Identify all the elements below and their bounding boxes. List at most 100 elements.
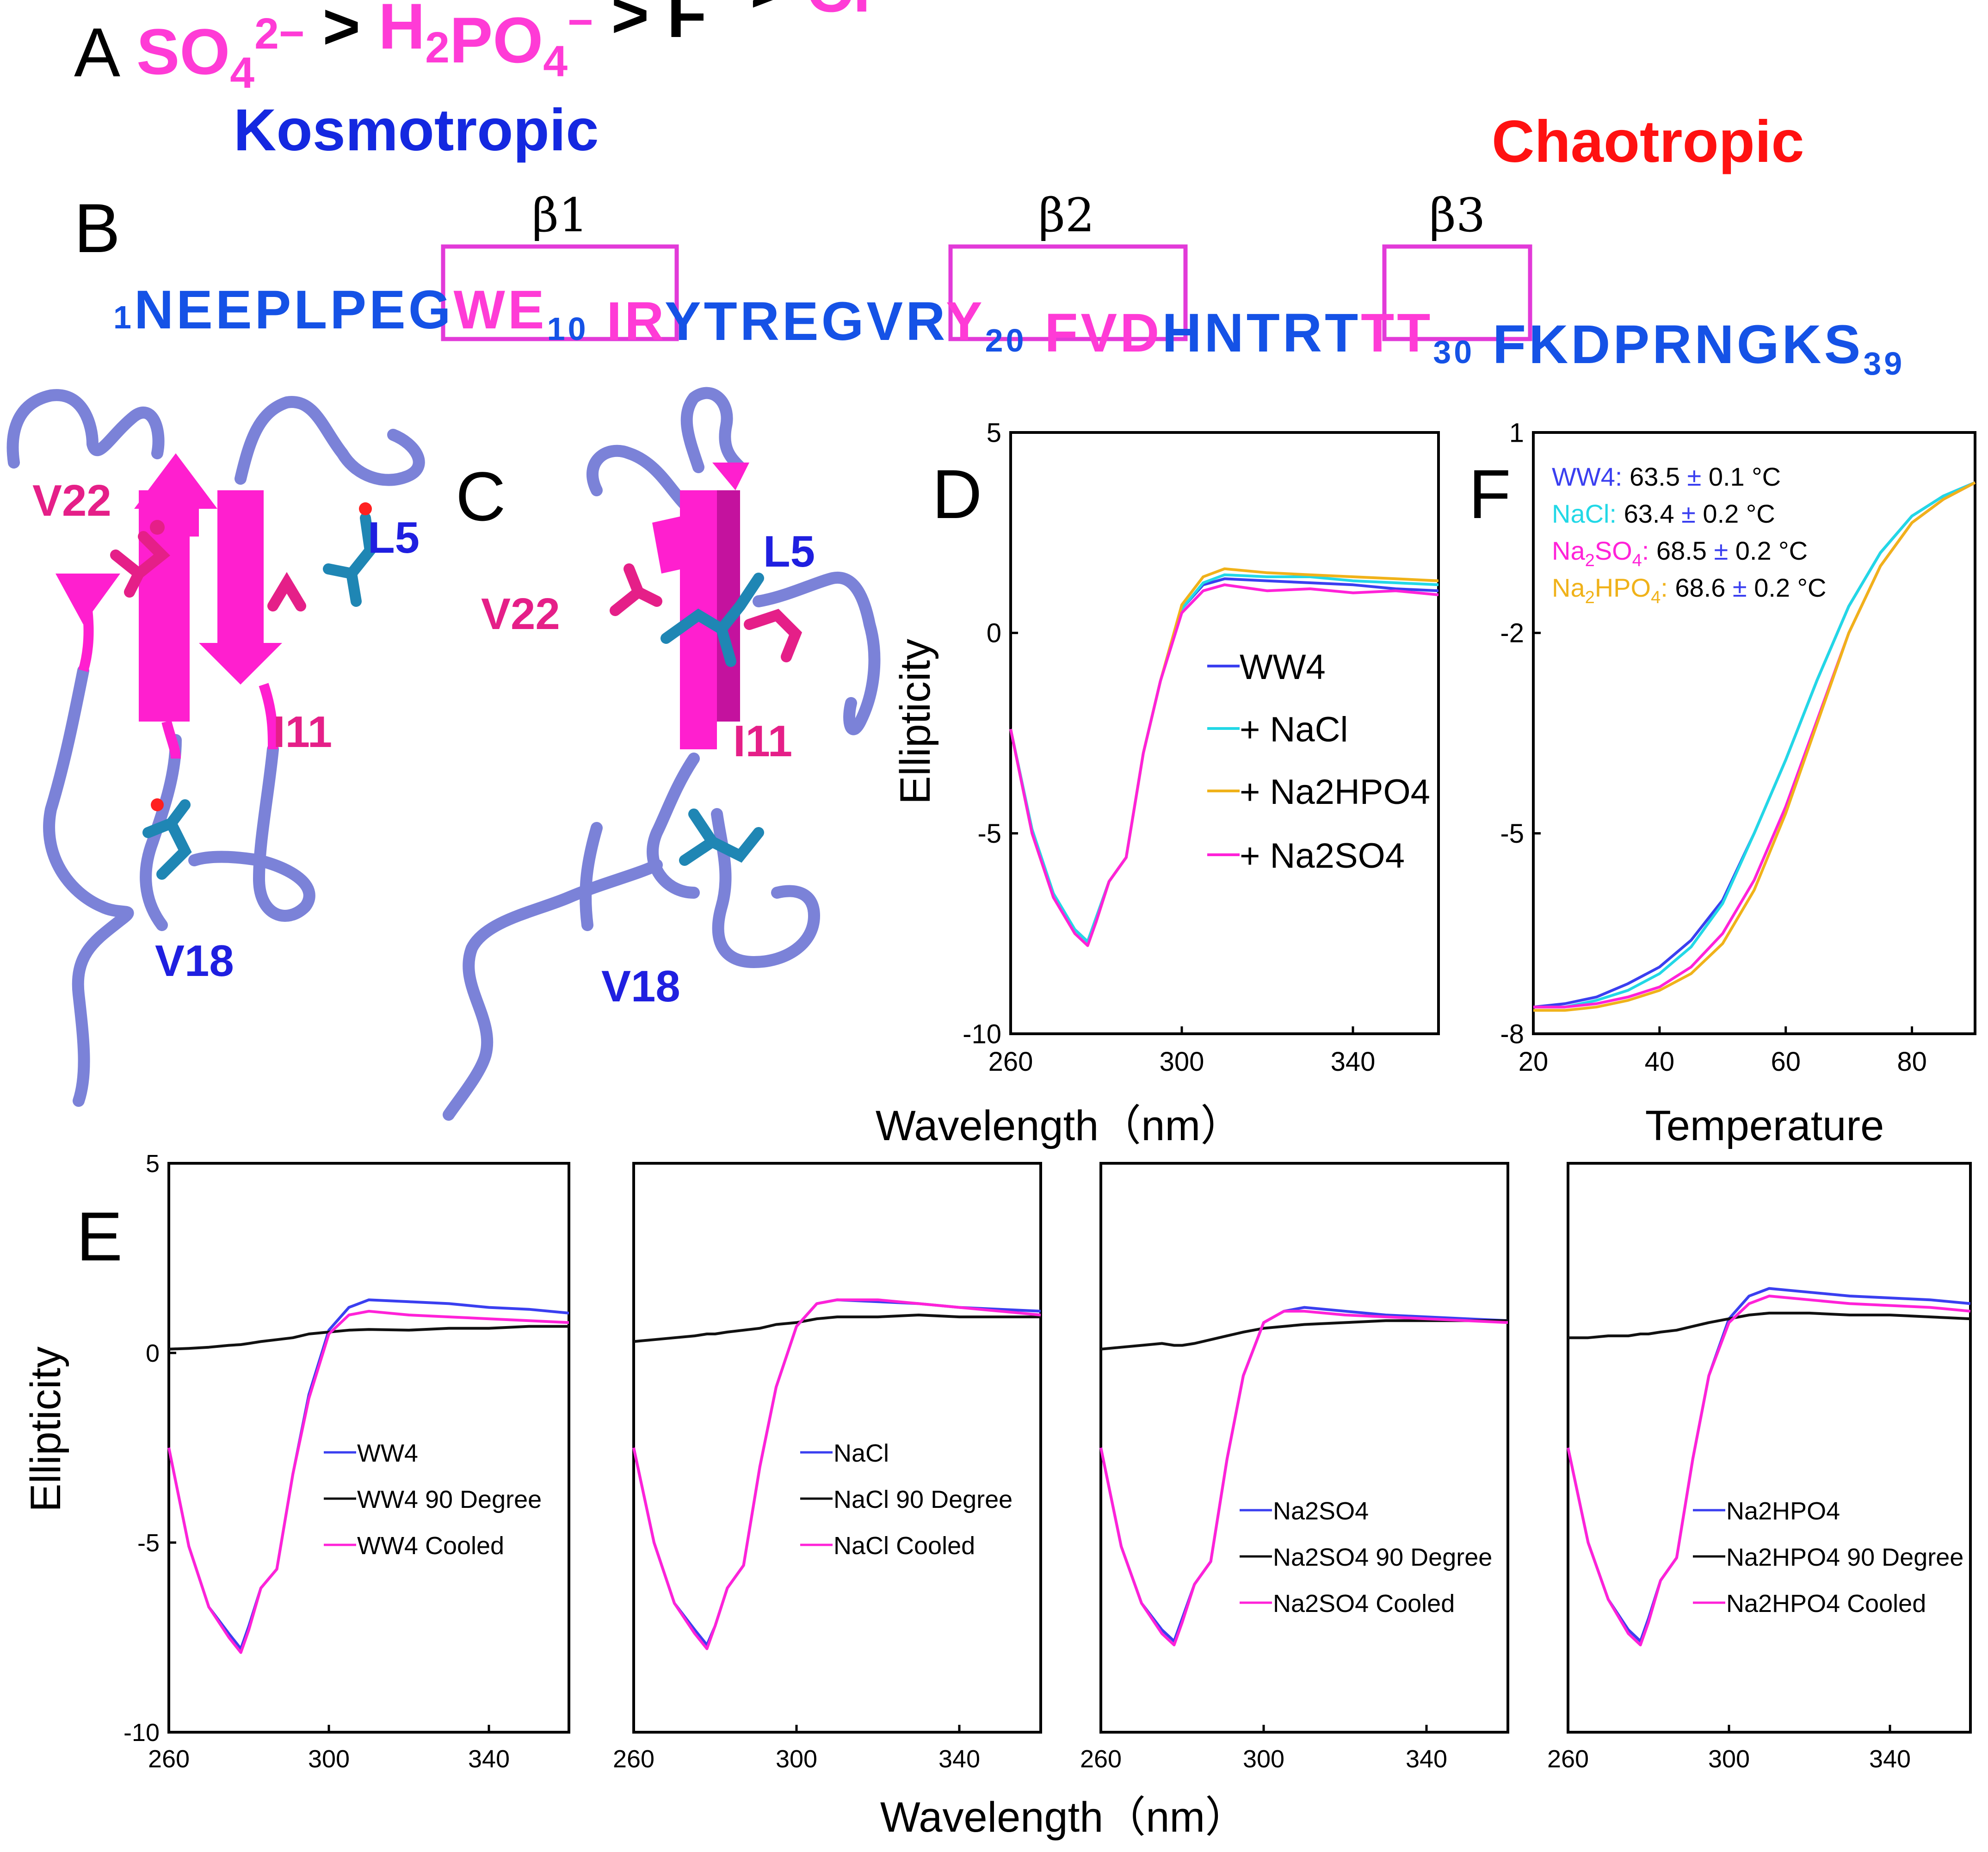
series-piece: > F — [593, 0, 707, 51]
panel-e-xlabel: Wavelength（nm） — [880, 1794, 1247, 1841]
chart-E4: 260 300 340 — [1547, 1162, 1972, 1773]
legend-label: NaCl Cooled — [833, 1532, 975, 1560]
panel-e-legend-2: NaCl NaCl 90 Degree NaCl Cooled — [800, 1439, 1013, 1560]
tm-value: 68.5 — [1649, 536, 1714, 565]
series-piece: H — [378, 0, 425, 62]
x-tick-label: 300 — [308, 1745, 350, 1773]
chart-panel-e: E Ellipticity Wavelength（nm） 260 300 340 5 0… — [22, 1150, 1972, 1841]
strand-label-b2: β2 — [1038, 188, 1094, 242]
panel-a-letter: A — [74, 13, 120, 91]
structure-left-coil — [6, 389, 425, 1107]
tm-value: 63.4 — [1617, 499, 1681, 528]
chart-E1: 260 300 340 5 0 -5 -10 — [123, 1150, 570, 1773]
chart-panel-f: F Temperature WW4: 63.5 ± 0.1 °C NaCl: 63… — [1469, 418, 1976, 1149]
sequence-index: 20 — [985, 322, 1027, 358]
sequence-segment: IR — [589, 291, 665, 352]
residue-label-left-i11: I11 — [273, 707, 332, 757]
y-tick-label: 0 — [146, 1340, 160, 1367]
tm-name-tail: : — [1615, 462, 1623, 491]
legend-label-ww4: WW4 — [1240, 648, 1326, 687]
plot-frame — [1009, 431, 1440, 1035]
residue-label-right-l5: L5 — [763, 527, 815, 576]
series-subscript: 4 — [543, 37, 568, 86]
series-line-na2hpo4 — [1567, 1287, 1971, 1643]
series-line-nacl — [1533, 481, 1976, 1009]
panel-e-legend-3: Na2SO4 Na2SO4 90 Degree Na2SO4 Cooled — [1240, 1497, 1492, 1617]
series-line-nacl — [632, 1298, 1041, 1647]
y-tick-label: -8 — [1500, 1019, 1524, 1049]
legend-label: WW4 — [357, 1439, 418, 1467]
panel-d-xlabel: Wavelength（nm） — [876, 1102, 1243, 1149]
legend-label: Na2HPO4 Cooled — [1726, 1590, 1926, 1617]
chart-E2: 260 300 340 — [613, 1162, 1042, 1773]
sequence-segment: Y — [946, 291, 985, 352]
tm-name: Na — [1552, 536, 1585, 565]
x-tick-label: 80 — [1897, 1047, 1927, 1077]
tm-name-tail: : — [1661, 573, 1668, 602]
x-tick-label: 340 — [1331, 1047, 1376, 1077]
plot-frame — [1099, 1162, 1509, 1734]
series-piece: > — [732, 0, 806, 25]
y-tick-label: -5 — [977, 819, 1001, 849]
panel-d-letter: D — [932, 455, 982, 533]
structure-left-sidechains — [110, 502, 376, 880]
strand-box-b3 — [1382, 244, 1532, 341]
x-tick-label: 260 — [988, 1047, 1033, 1077]
tm-value: 63.5 — [1622, 462, 1687, 491]
panel-e-legend-1: WW4 WW4 90 Degree WW4 Cooled — [324, 1439, 542, 1560]
sequence-segment: NEEPLPEG — [134, 279, 454, 340]
panel-a: A SO42− > H2PO4− > F− > Cl− > Br− > NO3−… — [74, 0, 1882, 175]
series-piece: PO — [450, 4, 543, 76]
x-tick-label: 300 — [1243, 1745, 1284, 1773]
panel-d-legend: WW4 + NaCl + Na2HPO4 + Na2SO4 — [1207, 648, 1430, 876]
legend-label: Na2SO4 — [1273, 1497, 1369, 1525]
y-tick-label: -5 — [137, 1529, 160, 1557]
tm-pm: ± — [1681, 499, 1696, 528]
y-tick-label: -2 — [1500, 618, 1524, 648]
sequence-segment: FKDPRNGKS — [1475, 314, 1863, 375]
legend-label: NaCl — [833, 1439, 889, 1467]
tm-name-sub: 2 — [1585, 588, 1595, 607]
residue-label-left-v18: V18 — [155, 936, 234, 986]
sequence-first-index: 1 — [113, 299, 134, 335]
hofmeister-series: SO42− > H2PO4− > F− > Cl− > Br− > NO3− >… — [136, 0, 1882, 98]
series-line-ww4-cooled — [167, 1309, 569, 1654]
series-line-na2hpo4 — [1533, 481, 1976, 1012]
tm-name: WW4 — [1552, 462, 1615, 491]
tm-pm: ± — [1714, 536, 1728, 565]
x-tick-label: 260 — [148, 1745, 190, 1773]
tm-pm: ± — [1733, 573, 1747, 602]
tm-name-tail: : — [1609, 499, 1617, 528]
panel-b-letter: B — [74, 189, 120, 267]
chaotropic-label: Chaotropic — [1492, 109, 1804, 175]
panel-e-ylabel: Ellipticity — [22, 1346, 69, 1512]
legend-label: NaCl 90 Degree — [833, 1486, 1013, 1513]
series-line-nacl-cooled — [632, 1298, 1041, 1650]
series-line-na2so4-90-degree — [1100, 1319, 1508, 1351]
panel-d-ylabel: Ellipticity — [892, 639, 939, 804]
y-tick-label: -10 — [963, 1019, 1001, 1049]
tm-name-sub: 2 — [1585, 551, 1595, 570]
series-line--nacl — [1009, 573, 1439, 943]
series-piece: SO — [136, 15, 230, 88]
series-line--na2hpo4 — [1009, 567, 1439, 947]
series-line-na2so4-cooled — [1099, 1309, 1508, 1647]
sequence-segment: WE — [454, 279, 547, 340]
sequence-last-index: 39 — [1863, 346, 1905, 382]
series-piece: > — [304, 0, 378, 62]
series-superscript: − — [707, 0, 732, 21]
x-tick-label: 340 — [1869, 1745, 1911, 1773]
x-tick-label: 340 — [938, 1745, 980, 1773]
residue-label-right-v22: V22 — [481, 589, 560, 639]
y-tick-label: 5 — [146, 1150, 160, 1178]
residue-label-left-l5: L5 — [368, 513, 420, 562]
tm-pm: ± — [1687, 462, 1702, 491]
tm-value: 68.6 — [1668, 573, 1733, 602]
legend-label-na2hpo4: + Na2HPO4 — [1240, 772, 1430, 812]
tm-row: Na2SO4: 68.5 ± 0.2 °C — [1552, 536, 1808, 570]
x-tick-label: 300 — [1708, 1745, 1750, 1773]
x-tick-label: 300 — [776, 1745, 817, 1773]
y-tick-label: 1 — [1509, 418, 1524, 448]
x-tick-label: 340 — [468, 1745, 510, 1773]
